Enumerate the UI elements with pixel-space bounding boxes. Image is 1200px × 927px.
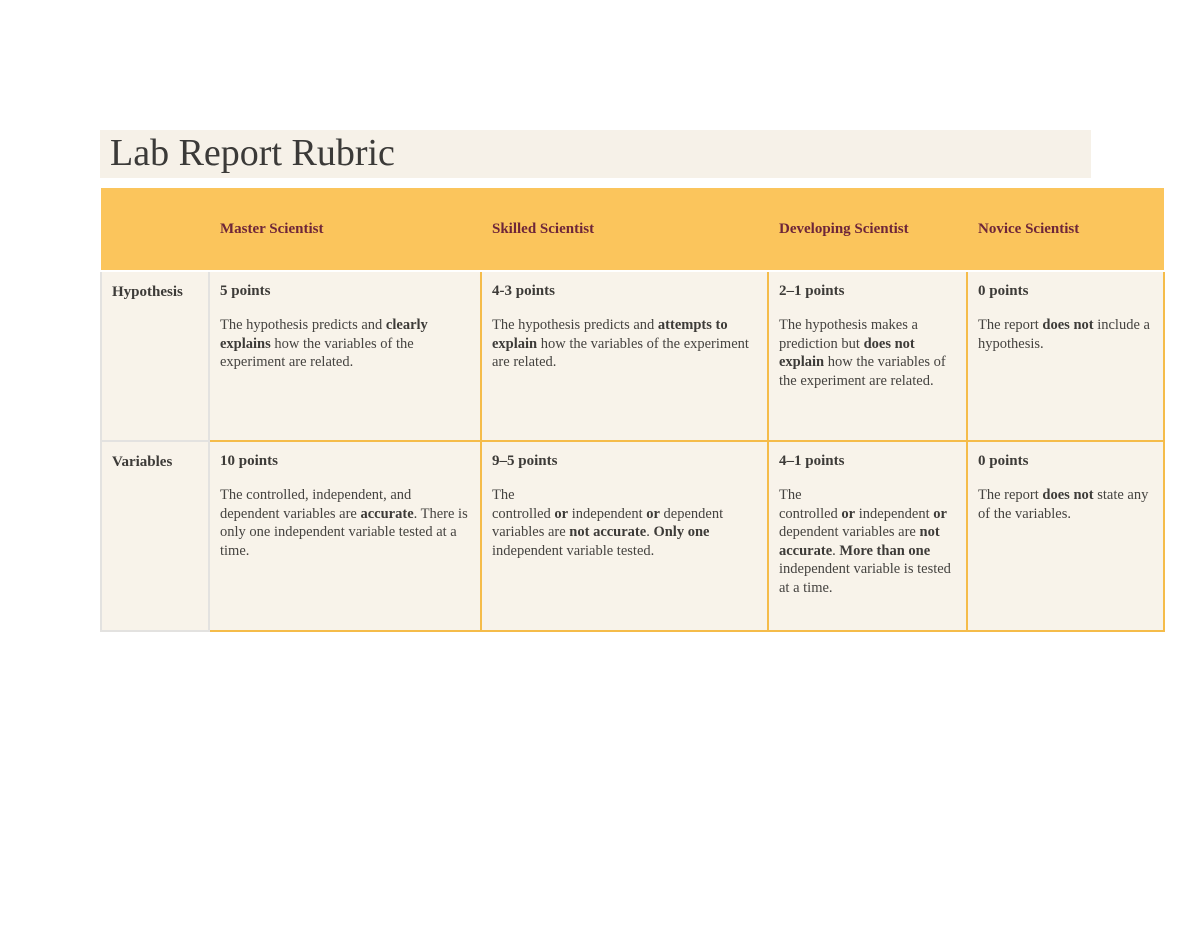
points-heading: 4-3 points: [492, 283, 555, 299]
rubric-cell: 10 points The controlled, independent, a…: [208, 440, 482, 632]
table-row: Hypothesis 5 points The hypothesis predi…: [100, 270, 1165, 442]
cell-description: The controlled or independent or dependen…: [492, 487, 724, 559]
points-heading: 5 points: [220, 283, 271, 299]
rubric-cell: 5 points The hypothesis predicts and cle…: [208, 270, 482, 442]
points-heading: 9–5 points: [492, 453, 558, 469]
header-master-scientist: Master Scientist: [209, 188, 481, 272]
rubric-cell: 2–1 points The hypothesis makes a predic…: [767, 270, 968, 442]
header-skilled-scientist: Skilled Scientist: [481, 188, 768, 272]
points-heading: 0 points: [978, 453, 1029, 469]
points-heading: 10 points: [220, 453, 278, 469]
cell-description: The report does not state any of the var…: [978, 487, 1149, 522]
rubric-cell: 0 points The report does not include a h…: [966, 270, 1165, 442]
header-novice-scientist: Novice Scientist: [967, 188, 1164, 272]
table-row: Variables 10 points The controlled, inde…: [100, 440, 1165, 632]
header-row: Master Scientist Skilled Scientist Devel…: [101, 188, 1164, 272]
cell-description: The hypothesis predicts and attempts to …: [492, 317, 749, 370]
page-title: Lab Report Rubric: [110, 132, 395, 174]
cell-description: The report does not include a hypothesis…: [978, 317, 1150, 352]
header-corner-cell: [101, 188, 209, 272]
title-band: Lab Report Rubric: [100, 130, 1091, 178]
rubric-table: Master Scientist Skilled Scientist Devel…: [100, 188, 1165, 632]
points-heading: 0 points: [978, 283, 1029, 299]
points-heading: 2–1 points: [779, 283, 845, 299]
rubric-cell: 4–1 points The controlled or independent …: [767, 440, 968, 632]
row-label-variables: Variables: [100, 440, 210, 632]
rubric-cell: 9–5 points The controlled or independent …: [480, 440, 769, 632]
cell-description: The controlled, independent, and depende…: [220, 487, 468, 559]
rubric-cell: 4-3 points The hypothesis predicts and a…: [480, 270, 769, 442]
header-developing-scientist: Developing Scientist: [768, 188, 967, 272]
cell-description: The hypothesis makes a prediction but do…: [779, 317, 946, 389]
cell-description: The hypothesis predicts and clearly expl…: [220, 317, 428, 370]
rubric-cell: 0 points The report does not state any o…: [966, 440, 1165, 632]
cell-description: The controlled or independent or dependen…: [779, 487, 951, 596]
points-heading: 4–1 points: [779, 453, 845, 469]
row-label-hypothesis: Hypothesis: [100, 270, 210, 442]
